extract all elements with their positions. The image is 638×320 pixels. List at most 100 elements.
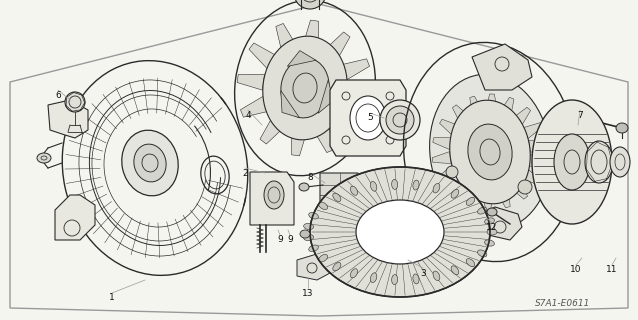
Polygon shape (48, 100, 88, 138)
Ellipse shape (451, 189, 459, 198)
Polygon shape (438, 165, 457, 181)
Ellipse shape (433, 183, 440, 193)
Polygon shape (325, 32, 350, 60)
Polygon shape (440, 119, 459, 136)
Ellipse shape (392, 180, 397, 189)
Ellipse shape (371, 273, 377, 283)
Ellipse shape (122, 130, 178, 196)
Polygon shape (470, 96, 484, 116)
Ellipse shape (610, 147, 630, 177)
Ellipse shape (468, 124, 512, 180)
Ellipse shape (413, 274, 419, 284)
Ellipse shape (264, 181, 284, 209)
Text: S7A1-E0611: S7A1-E0611 (535, 299, 590, 308)
Text: 11: 11 (606, 266, 618, 275)
Polygon shape (291, 128, 307, 156)
Ellipse shape (466, 197, 475, 205)
Ellipse shape (433, 271, 440, 281)
Text: 1: 1 (109, 293, 115, 302)
Ellipse shape (485, 240, 494, 246)
Polygon shape (241, 96, 269, 117)
Polygon shape (452, 105, 470, 124)
Polygon shape (330, 80, 406, 156)
Polygon shape (333, 108, 361, 133)
Polygon shape (521, 168, 540, 185)
Polygon shape (500, 97, 514, 117)
Ellipse shape (585, 141, 613, 183)
Ellipse shape (356, 200, 444, 264)
Ellipse shape (350, 186, 358, 195)
Text: 8: 8 (307, 173, 313, 182)
Polygon shape (475, 207, 522, 240)
Polygon shape (529, 140, 548, 152)
Ellipse shape (65, 92, 85, 112)
Ellipse shape (466, 259, 475, 267)
Ellipse shape (478, 207, 487, 214)
Ellipse shape (485, 218, 494, 224)
Ellipse shape (450, 100, 530, 204)
Ellipse shape (134, 144, 166, 182)
Ellipse shape (518, 180, 532, 194)
Polygon shape (55, 195, 95, 240)
Ellipse shape (532, 100, 612, 224)
Polygon shape (276, 23, 297, 52)
Text: 9: 9 (277, 236, 283, 244)
Ellipse shape (304, 235, 314, 241)
Text: 10: 10 (570, 266, 582, 275)
Text: 7: 7 (577, 110, 583, 119)
Ellipse shape (318, 254, 328, 262)
Text: 5: 5 (367, 114, 373, 123)
Ellipse shape (304, 223, 314, 229)
Ellipse shape (299, 183, 309, 191)
Ellipse shape (371, 181, 377, 191)
Polygon shape (432, 152, 451, 164)
Ellipse shape (413, 180, 419, 190)
Text: 4: 4 (245, 110, 251, 119)
Polygon shape (523, 123, 542, 139)
Ellipse shape (333, 262, 341, 271)
Polygon shape (320, 173, 360, 217)
Text: 6: 6 (55, 91, 61, 100)
Ellipse shape (294, 0, 326, 9)
Ellipse shape (487, 208, 497, 216)
Ellipse shape (281, 58, 329, 118)
Polygon shape (341, 59, 369, 80)
Ellipse shape (309, 212, 318, 219)
Ellipse shape (386, 106, 414, 134)
Polygon shape (303, 20, 319, 48)
Ellipse shape (350, 96, 386, 140)
Text: 12: 12 (486, 223, 498, 233)
Ellipse shape (300, 230, 310, 238)
Polygon shape (433, 138, 452, 149)
Ellipse shape (333, 193, 341, 202)
Polygon shape (512, 107, 531, 126)
Polygon shape (482, 192, 494, 210)
Ellipse shape (478, 250, 487, 257)
Polygon shape (287, 51, 316, 67)
Ellipse shape (350, 269, 358, 278)
Polygon shape (472, 44, 532, 90)
Polygon shape (528, 155, 547, 166)
Polygon shape (486, 94, 498, 112)
Text: 2: 2 (242, 169, 248, 178)
Polygon shape (281, 91, 299, 118)
Ellipse shape (554, 134, 590, 190)
Ellipse shape (446, 166, 458, 178)
Polygon shape (313, 124, 334, 153)
Ellipse shape (392, 275, 397, 284)
Polygon shape (510, 180, 528, 199)
Polygon shape (249, 43, 277, 68)
Ellipse shape (380, 100, 420, 140)
Polygon shape (250, 172, 294, 225)
Polygon shape (346, 86, 373, 102)
Polygon shape (260, 116, 285, 144)
Ellipse shape (37, 153, 51, 163)
Text: 3: 3 (420, 268, 426, 277)
Polygon shape (237, 74, 265, 90)
Ellipse shape (429, 74, 551, 230)
Polygon shape (466, 187, 480, 207)
Text: 9: 9 (287, 236, 293, 244)
Text: 13: 13 (302, 289, 314, 298)
Polygon shape (318, 80, 333, 113)
Ellipse shape (263, 36, 347, 140)
